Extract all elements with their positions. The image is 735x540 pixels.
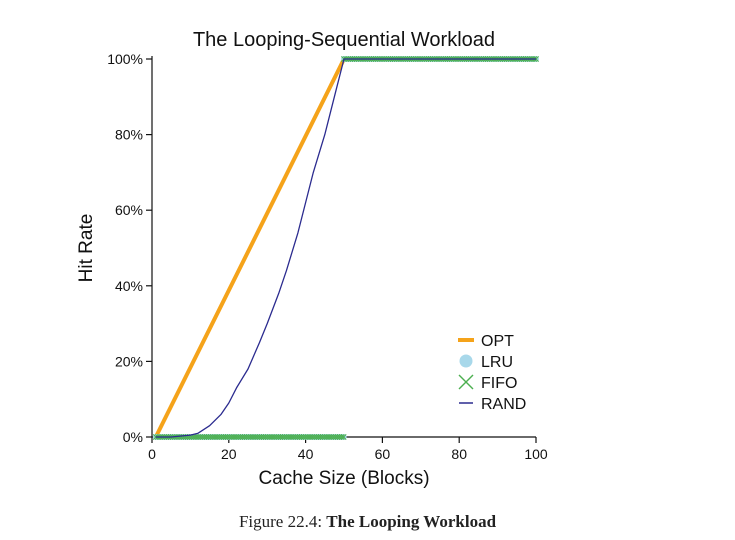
x-tick-label: 100 — [524, 446, 548, 462]
legend-swatch — [459, 354, 473, 368]
chart-series — [152, 56, 539, 440]
chart-legend: OPT LRU FIFO RAND — [458, 333, 526, 413]
x-tick-label: 40 — [298, 446, 314, 462]
y-axis-ticks: 0% 20% 40% 60% 80% 100% — [107, 51, 152, 445]
x-axis-title: Cache Size (Blocks) — [258, 468, 429, 489]
legend-swatch — [458, 374, 474, 390]
legend-item-opt: OPT — [458, 333, 514, 350]
y-axis-title: Hit Rate — [76, 214, 97, 283]
legend-item-rand: RAND — [459, 396, 526, 413]
y-tick-label: 80% — [115, 127, 143, 143]
figure-caption-number: Figure 22.4: — [238, 512, 327, 531]
y-tick-label: 40% — [115, 278, 143, 294]
x-tick-label: 20 — [221, 446, 237, 462]
legend-label: RAND — [481, 396, 526, 413]
y-tick-label: 60% — [115, 202, 143, 218]
y-tick-label: 20% — [115, 353, 143, 369]
fifo-data-point — [338, 434, 345, 440]
rand-series-line — [155, 58, 536, 438]
y-tick-label: 0% — [123, 429, 143, 445]
legend-item-lru: LRU — [459, 354, 513, 371]
legend-label: FIFO — [481, 375, 517, 392]
x-tick-label: 60 — [375, 446, 391, 462]
x-axis-ticks: 0 20 40 60 80 100 — [148, 437, 548, 462]
x-tick-label: 80 — [451, 446, 467, 462]
figure-caption: Figure 22.4: The Looping Workload — [0, 512, 735, 532]
legend-item-fifo: FIFO — [458, 374, 517, 392]
fifo-data-point — [340, 434, 347, 440]
figure-caption-title: The Looping Workload — [326, 512, 497, 531]
x-tick-label: 0 — [148, 446, 156, 462]
y-tick-label: 100% — [107, 51, 143, 67]
chart-axes — [151, 56, 536, 438]
chart-title: The Looping-Sequential Workload — [193, 29, 495, 51]
legend-label: LRU — [481, 354, 513, 371]
legend-label: OPT — [481, 333, 514, 350]
opt-series-line — [154, 57, 536, 438]
